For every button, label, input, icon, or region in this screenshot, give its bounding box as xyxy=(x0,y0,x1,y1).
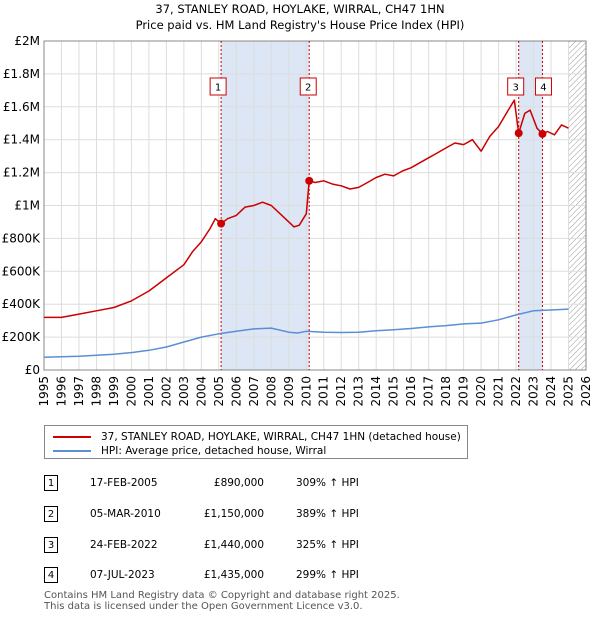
hpi-line xyxy=(43,308,569,358)
x-tick-label: 2012 xyxy=(334,376,348,407)
sale-label-text: 1 xyxy=(215,83,221,94)
x-tick-label: 2024 xyxy=(544,376,558,407)
x-tick-label: 1999 xyxy=(107,376,121,407)
sale-hpi-change: 309% ↑ HPI xyxy=(296,477,359,489)
x-tick-label: 2004 xyxy=(194,376,208,407)
plot-frame xyxy=(43,40,587,371)
sale-price: £1,435,000 xyxy=(203,569,264,581)
x-tick-label: 2022 xyxy=(509,376,523,407)
x-tick-label: 2025 xyxy=(562,376,576,407)
sale-date: 07-JUL-2023 xyxy=(90,569,155,581)
x-tick-label: 2009 xyxy=(282,376,296,407)
sale-hpi-change: 389% ↑ HPI xyxy=(296,508,359,520)
x-tick-label: 2008 xyxy=(264,376,278,407)
table-row: 3 24-FEB-2022 £1,440,000 325% ↑ HPI xyxy=(0,537,600,557)
sale-label-text: 3 xyxy=(512,83,518,94)
y-tick-label: £400K xyxy=(2,297,42,311)
x-tick-label: 2005 xyxy=(212,376,226,407)
x-tick-label: 2001 xyxy=(142,376,156,407)
sale-point xyxy=(217,219,226,228)
chart-title-line1: 37, STANLEY ROAD, HOYLAKE, WIRRAL, CH47 … xyxy=(155,2,444,16)
sale-point xyxy=(538,129,547,138)
x-tick-label: 2000 xyxy=(124,376,138,407)
footer-attribution: Contains HM Land Registry data © Copyrig… xyxy=(44,590,400,612)
sale-price: £1,150,000 xyxy=(203,508,264,520)
y-tick-label: £1.2M xyxy=(3,166,40,180)
sale-number-badge: 2 xyxy=(44,506,58,522)
property-price-line xyxy=(44,99,569,319)
x-tick-label: 2023 xyxy=(527,376,541,407)
y-tick-label: £0 xyxy=(25,363,40,377)
table-row: 4 07-JUL-2023 £1,435,000 299% ↑ HPI xyxy=(0,567,600,587)
sale-date: 17-FEB-2005 xyxy=(90,477,158,489)
legend-item-hpi: HPI: Average price, detached house, Wirr… xyxy=(53,443,326,459)
sale-label-box xyxy=(507,77,525,96)
footer-line-2: This data is licensed under the Open Gov… xyxy=(44,601,363,612)
x-tick-label: 1996 xyxy=(54,376,68,407)
sale-price: £890,000 xyxy=(213,477,264,489)
x-tick-label: 2011 xyxy=(317,376,331,407)
sale-hpi-change: 325% ↑ HPI xyxy=(296,539,359,551)
y-tick-label: £1M xyxy=(14,199,40,213)
y-tick-label: £1.4M xyxy=(3,133,40,147)
x-tick-label: 2019 xyxy=(457,376,471,407)
x-tick-label: 2007 xyxy=(247,376,261,407)
y-tick-label: £1.8M xyxy=(3,67,40,81)
legend-item-property: 37, STANLEY ROAD, HOYLAKE, WIRRAL, CH47 … xyxy=(53,429,461,445)
price-chart: 37, STANLEY ROAD, HOYLAKE, WIRRAL, CH47 … xyxy=(2,2,593,407)
x-tick-label: 2026 xyxy=(579,376,593,407)
x-tick-label: 1998 xyxy=(89,376,103,407)
x-tick-label: 2014 xyxy=(369,376,383,407)
sale-number-badge: 4 xyxy=(44,567,58,583)
sale-point xyxy=(514,129,523,138)
x-tick-label: 1997 xyxy=(72,376,86,407)
sale-label-text: 2 xyxy=(305,83,311,94)
y-tick-label: £2M xyxy=(14,34,40,48)
legend-label-property: 37, STANLEY ROAD, HOYLAKE, WIRRAL, CH47 … xyxy=(101,431,461,443)
x-tick-label: 2006 xyxy=(229,376,243,407)
x-tick-label: 1995 xyxy=(37,376,51,407)
sale-hpi-change: 299% ↑ HPI xyxy=(296,569,359,581)
sale-price: £1,440,000 xyxy=(203,539,264,551)
sale-label-box xyxy=(299,77,317,96)
y-tick-label: £200K xyxy=(2,330,42,344)
sale-date: 05-MAR-2010 xyxy=(90,508,161,520)
chart-legend: 37, STANLEY ROAD, HOYLAKE, WIRRAL, CH47 … xyxy=(44,425,468,459)
footer-line-1: Contains HM Land Registry data © Copyrig… xyxy=(44,590,400,601)
x-tick-label: 2018 xyxy=(439,376,453,407)
sale-date: 24-FEB-2022 xyxy=(90,539,158,551)
y-tick-label: £800K xyxy=(2,231,42,245)
x-tick-label: 2015 xyxy=(387,376,401,407)
sale-point xyxy=(305,176,314,185)
x-tick-label: 2010 xyxy=(299,376,313,407)
table-row: 1 17-FEB-2005 £890,000 309% ↑ HPI xyxy=(0,475,600,495)
x-tick-label: 2016 xyxy=(404,376,418,407)
x-tick-label: 2013 xyxy=(352,376,366,407)
table-row: 2 05-MAR-2010 £1,150,000 389% ↑ HPI xyxy=(0,506,600,526)
x-tick-label: 2002 xyxy=(159,376,173,407)
legend-swatch-hpi xyxy=(53,450,91,452)
y-tick-label: £600K xyxy=(2,264,42,278)
legend-swatch-property xyxy=(53,436,91,438)
x-tick-label: 2017 xyxy=(422,376,436,407)
x-tick-label: 2020 xyxy=(474,376,488,407)
sale-label-text: 4 xyxy=(540,83,546,94)
legend-label-hpi: HPI: Average price, detached house, Wirr… xyxy=(101,445,327,457)
sale-number-badge: 1 xyxy=(44,475,58,491)
sale-label-box xyxy=(209,77,227,96)
x-tick-label: 2003 xyxy=(177,376,191,407)
x-tick-label: 2021 xyxy=(492,376,506,407)
sale-label-box xyxy=(534,77,552,96)
y-tick-label: £1.6M xyxy=(3,100,40,114)
chart-title-line2: Price paid vs. HM Land Registry's House … xyxy=(136,18,465,32)
sale-number-badge: 3 xyxy=(44,537,58,553)
